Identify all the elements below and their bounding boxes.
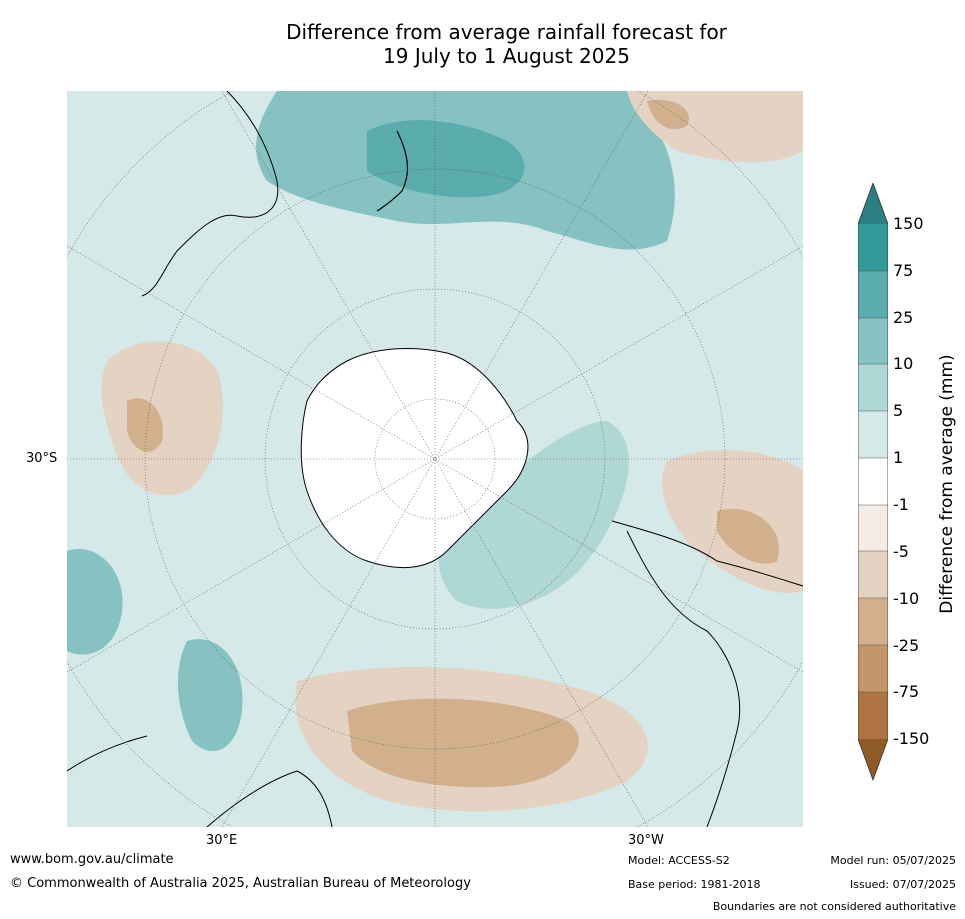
dry-region-west bbox=[101, 341, 223, 496]
title-line-2: 19 July to 1 August 2025 bbox=[383, 44, 630, 68]
colorbar-band-2 bbox=[858, 271, 888, 318]
colorbar-dividers bbox=[858, 270, 888, 693]
wet-region-west bbox=[67, 549, 123, 655]
colorbar-tick-4: 10 bbox=[893, 354, 914, 373]
wet-region-weddell bbox=[438, 421, 629, 609]
colorbar bbox=[857, 181, 889, 782]
footer-model: Model: ACCESS-S2 bbox=[628, 854, 730, 867]
colorbar-title: Difference from average (mm) bbox=[937, 354, 957, 614]
colorbar-band-10 bbox=[858, 645, 888, 692]
colorbar-extend-top bbox=[858, 183, 888, 224]
new-zealand-coastline bbox=[376, 130, 408, 212]
footer-issued: Issued: 07/07/2025 bbox=[849, 878, 956, 891]
footer-url[interactable]: www.bom.gov.au/climate bbox=[10, 852, 174, 867]
dry-region-northeast-core bbox=[647, 99, 689, 130]
colorbar-tick-11: -75 bbox=[893, 682, 920, 701]
colorbar-band-7 bbox=[858, 505, 888, 551]
antarctica bbox=[300, 348, 529, 569]
dry-region-south-core bbox=[347, 698, 579, 788]
title-line-1: Difference from average rainfall forecas… bbox=[286, 20, 727, 44]
colorbar-tick-8: -5 bbox=[893, 542, 909, 561]
rainfall-map-svg bbox=[67, 91, 803, 827]
colorbar-tick-5: 5 bbox=[893, 401, 904, 420]
colorbar-band-9 bbox=[858, 598, 888, 645]
colorbar-tick-7: -1 bbox=[893, 495, 909, 514]
colorbar-svg bbox=[857, 181, 889, 782]
rainfall-map bbox=[67, 91, 803, 827]
colorbar-tick-9: -10 bbox=[893, 589, 920, 608]
lat-label-30s: 30°S bbox=[26, 451, 58, 466]
colorbar-tick-1: 150 bbox=[893, 214, 924, 233]
colorbar-band-4 bbox=[858, 364, 888, 411]
colorbar-band-3 bbox=[858, 318, 888, 364]
lon-label-30e: 30°E bbox=[206, 833, 238, 848]
graticule bbox=[67, 91, 803, 827]
australia-coastline bbox=[141, 91, 279, 297]
footer-model-run: Model run: 05/07/2025 bbox=[830, 854, 956, 867]
colorbar-band-1 bbox=[858, 224, 888, 271]
footer-base-period: Base period: 1981-2018 bbox=[628, 878, 761, 891]
dry-region-east-core bbox=[717, 509, 779, 564]
colorbar-band-11 bbox=[858, 692, 888, 739]
colorbar-tick-12: -150 bbox=[893, 729, 930, 748]
wet-region-southwest bbox=[177, 639, 243, 751]
colorbar-band-8 bbox=[858, 551, 888, 598]
africa-coastline bbox=[67, 735, 333, 827]
lon-label-30w: 30°W bbox=[628, 833, 664, 848]
colorbar-tick-3: 25 bbox=[893, 308, 914, 327]
colorbar-band-6 bbox=[858, 458, 888, 505]
colorbar-tick-10: -25 bbox=[893, 636, 920, 655]
footer-disclaimer: Boundaries are not considered authoritat… bbox=[712, 900, 956, 913]
footer-copyright: © Commonwealth of Australia 2025, Austra… bbox=[10, 876, 471, 891]
colorbar-extend-bottom bbox=[858, 739, 888, 780]
map-title: Difference from average rainfall forecas… bbox=[0, 20, 965, 68]
colorbar-tick-2: 75 bbox=[893, 261, 914, 280]
colorbar-tick-6: 1 bbox=[893, 448, 904, 467]
south-america-coastline bbox=[611, 520, 803, 827]
colorbar-band-5 bbox=[858, 411, 888, 458]
dry-region-west-core bbox=[127, 398, 163, 452]
